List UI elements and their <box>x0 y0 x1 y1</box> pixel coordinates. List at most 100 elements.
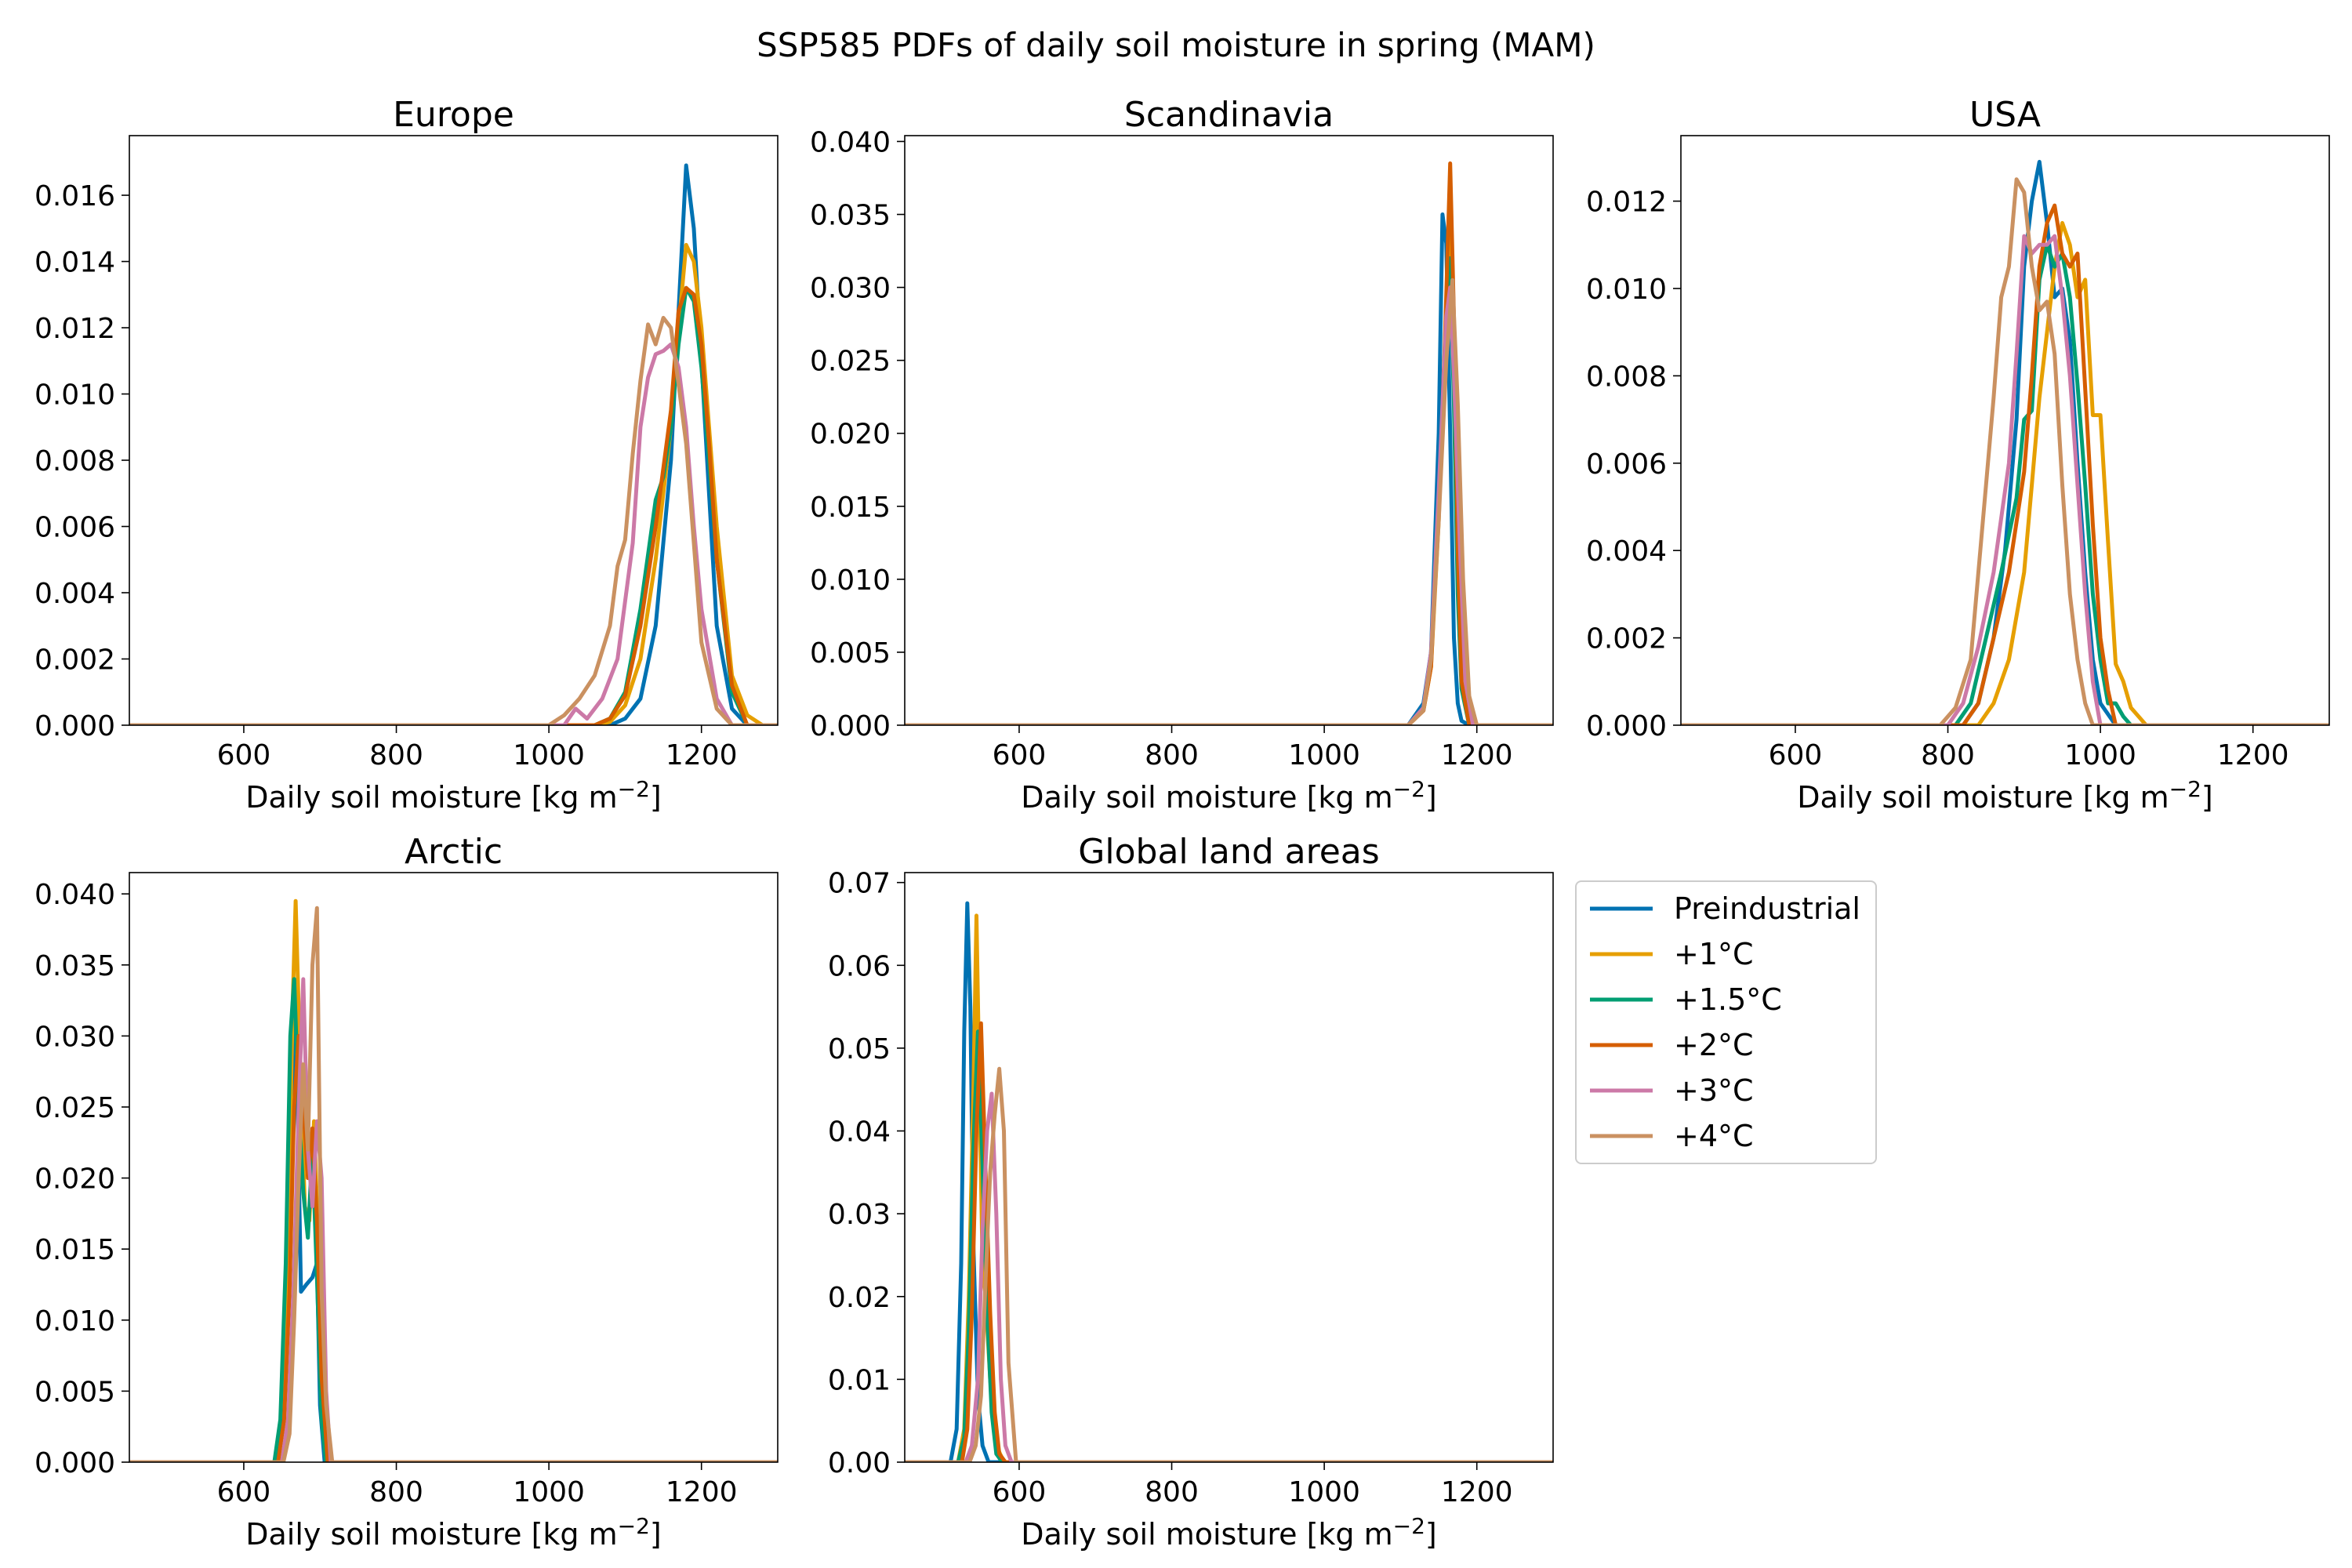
panel-usa-ytick-label: 0.006 <box>1586 448 1667 481</box>
panel-scandinavia-ytick-label: 0.005 <box>810 637 891 670</box>
panel-global-land-areas-axes-frame <box>904 872 1554 1463</box>
panel-europe-ytick-label: 0.006 <box>34 512 115 544</box>
panel-europe-ytick-label: 0.004 <box>34 578 115 610</box>
panel-europe-line-4-c <box>129 315 778 725</box>
panel-europe-xtick-label: 1000 <box>513 739 585 771</box>
panel-usa-xtick-label: 1200 <box>2217 739 2289 771</box>
panel-scandinavia-ytick-label: 0.020 <box>810 419 891 451</box>
panel-global-land-areas-ytick-label: 0.07 <box>828 868 891 900</box>
panel-scandinavia-ytick-label: 0.035 <box>810 200 891 232</box>
panel-arctic-xtick-label: 1200 <box>666 1476 738 1508</box>
panel-europe-ytick-label: 0.016 <box>34 180 115 212</box>
panel-arctic-title: Arctic <box>405 832 503 872</box>
panel-arctic-ytick-label: 0.015 <box>34 1234 115 1266</box>
panel-scandinavia-ytick-label: 0.000 <box>810 710 891 742</box>
panel-europe-line-preindustrial <box>129 163 778 725</box>
panel-global-land-areas-title: Global land areas <box>1078 832 1379 872</box>
legend-label-3-c: +3°C <box>1674 1073 1754 1108</box>
legend-label-1-c: +1°C <box>1674 937 1754 971</box>
panels: 600 800 1000 12000.0000.0020.0040.0060.0080… <box>34 95 2330 1552</box>
figure-title: SSP585 PDFs of daily soil moisture in sp… <box>757 26 1595 64</box>
panel-europe-xtick-label: 1200 <box>666 739 738 771</box>
panel-scandinavia-xtick-label: 800 <box>1145 739 1199 771</box>
panel-europe-xlabel: Daily soil moisture [kg m−2] <box>245 776 661 815</box>
panel-usa-line-4-c <box>1681 177 2329 725</box>
panel-arctic-axes-frame <box>129 872 779 1463</box>
panel-arctic-xlabel: Daily soil moisture [kg m−2] <box>245 1513 661 1552</box>
panel-arctic-series <box>129 898 778 1462</box>
panel-scandinavia-line-4-c <box>905 278 1553 725</box>
panel-europe-line-2-c <box>129 285 778 725</box>
legend-label-1-5-c: +1.5°C <box>1674 982 1782 1017</box>
legend-label-2-c: +2°C <box>1674 1028 1754 1062</box>
panel-scandinavia-ytick-label: 0.015 <box>810 492 891 524</box>
panel-usa: 600 800 1000 1200 0.000 0.002 0.004 0.006 0.008 0… <box>1586 95 2330 815</box>
panel-usa-line-1-c <box>1681 220 2329 725</box>
legend: Preindustrial +1°C +1.5°C +2°C +3°C +4°C <box>1575 880 1877 1164</box>
panel-global-land-areas-xtick-label: 1200 <box>1441 1476 1513 1508</box>
panel-arctic-line-4-c <box>129 906 778 1462</box>
legend-label-4-c: +4°C <box>1674 1119 1754 1153</box>
panel-usa-ytick-label: 0.008 <box>1586 361 1667 393</box>
panel-global-land-areas-line-1-5-c <box>905 1029 1553 1462</box>
panel-scandinavia-xtick-label: 1200 <box>1441 739 1513 771</box>
panel-scandinavia-xtick-label: 1000 <box>1288 739 1360 771</box>
panel-arctic-ytick-label: 0.020 <box>34 1163 115 1196</box>
panel-europe-title: Europe <box>393 95 514 135</box>
panel-global-land-areas-line-2-c <box>905 1021 1553 1462</box>
panel-global-land-areas-xlabel: Daily soil moisture [kg m−2] <box>1021 1513 1436 1552</box>
panel-global-land-areas-ytick-label: 0.00 <box>828 1447 891 1479</box>
panel-europe-line-1-c <box>129 242 778 725</box>
panel-europe: 600 800 1000 1200 0.000 0.002 0.004 0.006 0.008 0… <box>34 95 779 815</box>
panel-usa-xlabel: Daily soil moisture [kg m−2] <box>1797 776 2212 815</box>
panel-europe-xtick-label: 600 <box>217 739 271 771</box>
panel-arctic-xtick-label: 1000 <box>513 1476 585 1508</box>
panel-global-land-areas-ytick-label: 0.04 <box>828 1116 891 1149</box>
panel-scandinavia-ytick-label: 0.040 <box>810 126 891 158</box>
legend-label-preindustrial: Preindustrial <box>1674 891 1860 926</box>
panel-usa-xtick-label: 800 <box>1921 739 1975 771</box>
panel-scandinavia-axes-frame <box>904 135 1554 726</box>
panel-global-land-areas-ytick-label: 0.01 <box>828 1364 891 1396</box>
panel-usa-ytick-label: 0.010 <box>1586 274 1667 306</box>
panel-usa-ytick-label: 0.012 <box>1586 187 1667 219</box>
panel-arctic-xtick-label: 800 <box>369 1476 423 1508</box>
panel-arctic-ytick-label: 0.000 <box>34 1447 115 1479</box>
panel-usa-title: USA <box>1969 95 2041 135</box>
panel-usa-ytick-label: 0.004 <box>1586 535 1667 568</box>
panel-usa-xtick-label: 600 <box>1769 739 1823 771</box>
panel-global-land-areas-line-preindustrial <box>905 901 1553 1462</box>
panel-europe-line-3-c <box>129 342 778 725</box>
panel-scandinavia-xtick-label: 600 <box>993 739 1047 771</box>
panel-europe-ytick-label: 0.012 <box>34 313 115 345</box>
panel-scandinavia-xlabel: Daily soil moisture [kg m−2] <box>1021 776 1436 815</box>
legend-box <box>1575 880 1877 1164</box>
panel-arctic-xtick-label: 600 <box>217 1476 271 1508</box>
panel-scandinavia-ytick-label: 0.025 <box>810 346 891 378</box>
panel-scandinavia-series <box>905 161 1553 725</box>
panel-usa-line-2-c <box>1681 203 2329 725</box>
panel-europe-axes-frame <box>129 135 779 726</box>
panel-usa-ytick-label: 0.000 <box>1586 710 1667 742</box>
panel-europe-xtick-label: 800 <box>369 739 423 771</box>
panel-global-land-areas-line-4-c <box>905 1066 1553 1462</box>
panel-europe-series <box>129 163 778 725</box>
panel-global-land-areas-xtick-label: 800 <box>1145 1476 1199 1508</box>
panel-global-land-areas-ytick-label: 0.06 <box>828 950 891 982</box>
panel-usa-xtick-label: 1000 <box>2064 739 2136 771</box>
panel-europe-ytick-label: 0.000 <box>34 710 115 742</box>
panel-europe-ytick-label: 0.010 <box>34 379 115 412</box>
panel-scandinavia-title: Scandinavia <box>1124 95 1334 135</box>
panel-usa-line-3-c <box>1681 234 2329 725</box>
panel-scandinavia-ytick-label: 0.030 <box>810 273 891 305</box>
panel-arctic-ytick-label: 0.010 <box>34 1305 115 1338</box>
panel-global-land-areas-xtick-label: 1000 <box>1288 1476 1360 1508</box>
panel-arctic-ytick-label: 0.035 <box>34 950 115 982</box>
panel-europe-ytick-label: 0.014 <box>34 247 115 279</box>
panel-arctic-ytick-label: 0.040 <box>34 879 115 911</box>
panel-arctic-ytick-label: 0.030 <box>34 1021 115 1053</box>
panel-scandinavia: 600 800 1000 1200 0.000 0.005 0.010 0.015 0.020 0… <box>810 95 1554 815</box>
panel-scandinavia-ytick-label: 0.010 <box>810 564 891 597</box>
